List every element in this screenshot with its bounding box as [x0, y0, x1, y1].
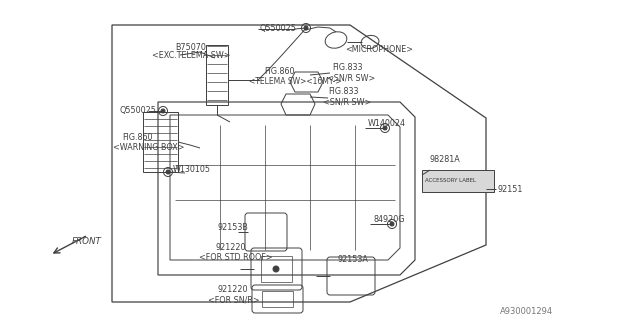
Text: <FOR SN/R>: <FOR SN/R>	[208, 295, 260, 305]
Text: 921220: 921220	[215, 243, 246, 252]
Text: A930001294: A930001294	[500, 308, 553, 316]
Circle shape	[383, 126, 387, 130]
Text: <TELEMA SW><16MY->: <TELEMA SW><16MY->	[249, 77, 342, 86]
Text: FIG.833: FIG.833	[332, 63, 362, 73]
Text: FIG.860: FIG.860	[122, 132, 152, 141]
Text: 84920G: 84920G	[374, 215, 406, 225]
Text: <FOR STD ROOF>: <FOR STD ROOF>	[199, 252, 273, 261]
FancyBboxPatch shape	[422, 170, 494, 192]
Text: <SN/R SW>: <SN/R SW>	[327, 74, 375, 83]
Text: W130105: W130105	[173, 164, 211, 173]
Text: FRONT: FRONT	[72, 237, 102, 246]
Circle shape	[161, 109, 165, 113]
Circle shape	[166, 170, 170, 174]
Text: Q550025: Q550025	[260, 25, 297, 34]
Text: 92153A: 92153A	[338, 255, 369, 265]
Text: 921220: 921220	[218, 285, 248, 294]
Circle shape	[273, 266, 279, 272]
Text: <EXC.TELEMA SW>: <EXC.TELEMA SW>	[152, 52, 230, 60]
Text: W140024: W140024	[368, 118, 406, 127]
Text: 92153B: 92153B	[218, 223, 249, 233]
Text: <SN/R SW>: <SN/R SW>	[323, 98, 371, 107]
Text: 92151: 92151	[498, 185, 524, 194]
Text: <WARNING BOX>: <WARNING BOX>	[113, 142, 184, 151]
Circle shape	[390, 222, 394, 226]
Text: 98281A: 98281A	[430, 156, 461, 164]
Text: ACCESSORY LABEL: ACCESSORY LABEL	[425, 179, 476, 183]
Text: Q550025: Q550025	[120, 106, 157, 115]
Text: B75070: B75070	[175, 43, 206, 52]
Text: <MICROPHONE>: <MICROPHONE>	[345, 44, 413, 53]
Text: FIG.860: FIG.860	[264, 68, 294, 76]
Circle shape	[304, 26, 308, 30]
Text: FIG.833: FIG.833	[328, 87, 358, 97]
